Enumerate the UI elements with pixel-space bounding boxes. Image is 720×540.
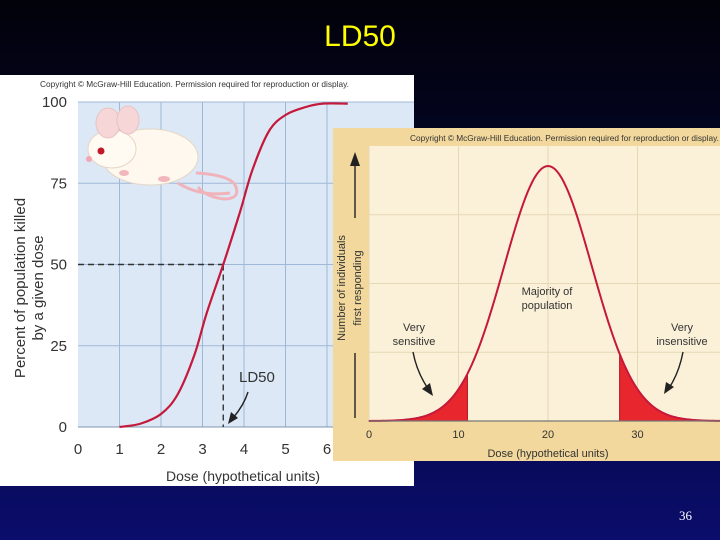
y-tick-label: 0 [59, 419, 67, 436]
y-tick-labels: 0 25 50 75 100 [42, 94, 67, 436]
copyright-notice: Copyright © McGraw-Hill Education. Permi… [40, 79, 349, 89]
distribution-curve [368, 164, 720, 422]
x-tick-label: 6 [323, 441, 331, 458]
x-tick-label: 20 [542, 429, 554, 441]
majority-label-line1: Majority of [522, 286, 574, 298]
y-tick-label: 25 [50, 338, 67, 355]
x-axis-label: Dose (hypothetical units) [166, 468, 320, 484]
ld50-marker [78, 263, 224, 427]
y-axis-arrow [350, 152, 360, 418]
very-insensitive-label-line2: insensitive [656, 336, 707, 348]
x-axis-label-2: Dose (hypothetical units) [487, 448, 608, 460]
x-tick-label: 2 [157, 441, 165, 458]
very-sensitive-arrow [412, 351, 433, 396]
very-sensitive-label-line2: sensitive [393, 336, 436, 348]
majority-label-line2: population [522, 300, 573, 312]
dose-response-curve [119, 102, 348, 429]
y-tick-label: 75 [50, 175, 67, 192]
x-tick-label: 30 [631, 429, 643, 441]
very-sensitive-label-line1: Very [403, 322, 426, 334]
y-axis-label-line1: Percent of population killed [12, 198, 29, 378]
ld50-label: LD50 [239, 369, 275, 386]
x-tick-label: 4 [240, 441, 248, 458]
x-tick-labels: 0 1 2 3 4 5 6 [74, 441, 331, 458]
y-axis-label-line2: by a given dose [30, 235, 47, 340]
slide-title: LD50 [324, 20, 396, 53]
very-insensitive-label-line1: Very [671, 322, 694, 334]
sensitivity-distribution-chart: Copyright © McGraw-Hill Education. Permi… [333, 128, 720, 461]
very-insensitive-arrow [664, 351, 684, 394]
x-tick-label: 5 [281, 441, 289, 458]
ld50-arrow [228, 391, 249, 424]
x-tick-label: 1 [115, 441, 123, 458]
page-number: 36 [679, 508, 692, 523]
x-tick-label: 0 [366, 429, 372, 441]
grid-lines-2 [368, 146, 720, 421]
x-tick-label: 3 [198, 441, 206, 458]
x-tick-labels-2: 010203040 [366, 429, 644, 441]
copyright-notice-2: Copyright © McGraw-Hill Education. Permi… [410, 133, 719, 143]
y-axis-label-2-line2: first responding [352, 250, 364, 325]
y-tick-label: 100 [42, 94, 67, 111]
y-tick-label: 50 [50, 257, 67, 274]
mouse-illustration [86, 105, 239, 201]
x-tick-label: 0 [74, 441, 82, 458]
y-axis-label-2-line1: Number of individuals [336, 235, 348, 341]
x-tick-label: 10 [452, 429, 464, 441]
sensitivity-distribution-figure: Copyright © McGraw-Hill Education. Permi… [333, 128, 720, 461]
